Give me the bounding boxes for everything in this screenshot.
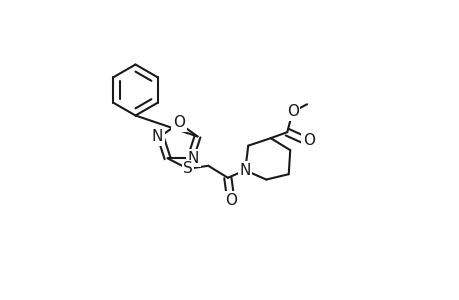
Text: O: O xyxy=(286,104,298,119)
Text: O: O xyxy=(225,193,237,208)
Text: S: S xyxy=(183,161,192,176)
Text: O: O xyxy=(173,116,185,130)
Text: N: N xyxy=(239,163,250,178)
Text: O: O xyxy=(302,133,314,148)
Text: N: N xyxy=(187,151,199,166)
Text: N: N xyxy=(151,129,163,144)
